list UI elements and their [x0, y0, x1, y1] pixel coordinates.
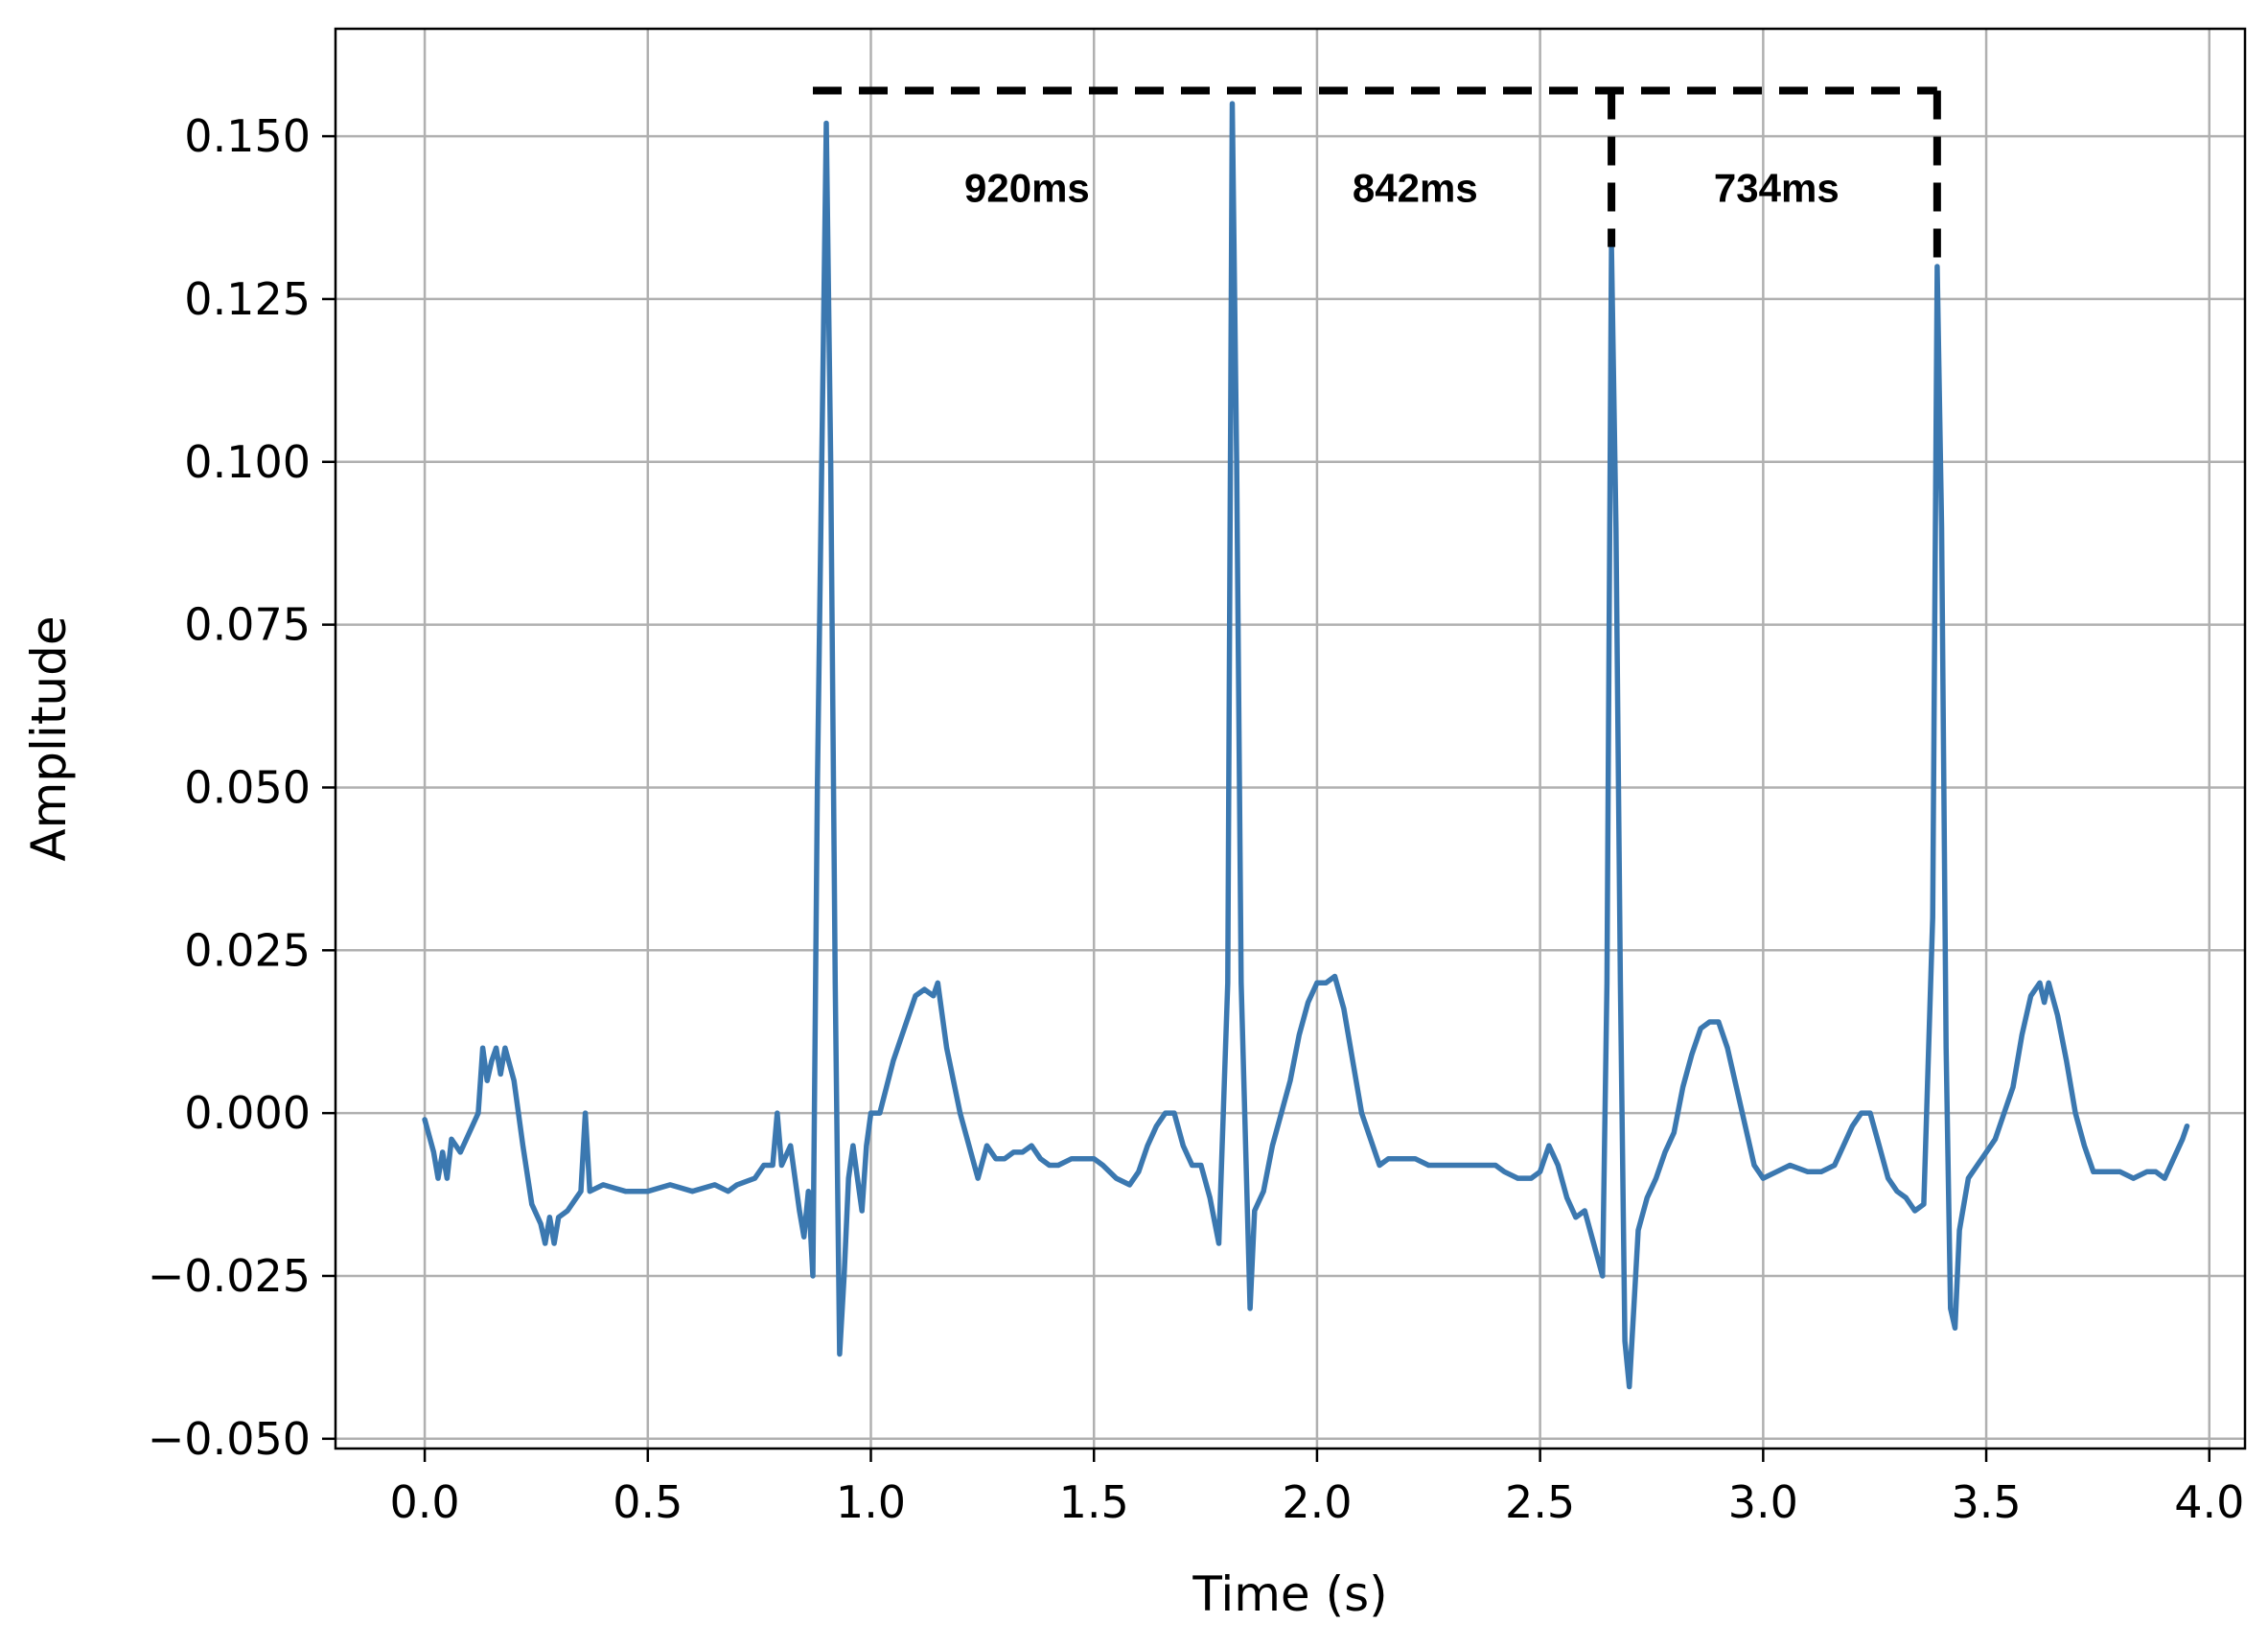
x-tick-label: 2.5 — [1505, 1476, 1575, 1528]
y-tick-label: 0.025 — [184, 924, 311, 976]
series-group — [422, 101, 2190, 1390]
grid — [336, 29, 2245, 1449]
y-tick-label: 0.150 — [184, 110, 311, 162]
x-tick-label: 0.5 — [613, 1476, 683, 1528]
ticks: 0.0 0.5 1.0 1.5 2.0 2.5 3.0 3.5 4.0 −0.050 −0.025 0… — [148, 110, 2245, 1528]
plot-border — [334, 27, 2247, 1450]
y-tick-label: 0.075 — [184, 599, 311, 651]
x-tick-label: 1.5 — [1059, 1476, 1129, 1528]
x-tick-label: 4.0 — [2174, 1476, 2244, 1528]
y-tick-label: 0.125 — [184, 273, 311, 325]
interval-annotations: 920ms 842ms 734ms — [964, 165, 1840, 210]
x-tick-label: 2.0 — [1282, 1476, 1352, 1528]
x-tick-label: 0.0 — [390, 1476, 460, 1528]
y-tick-label: −0.025 — [148, 1250, 311, 1302]
interval-label: 842ms — [1353, 165, 1478, 210]
y-axis-title: Amplitude — [21, 615, 77, 861]
y-tick-label: −0.050 — [148, 1413, 311, 1465]
interval-brackets — [813, 86, 1941, 267]
x-tick-label: 1.0 — [836, 1476, 906, 1528]
plot-frame — [334, 27, 2247, 1450]
x-tick-label: 3.0 — [1728, 1476, 1798, 1528]
ecg-series-line — [422, 101, 2190, 1390]
x-axis-title: Time (s) — [1192, 1566, 1387, 1622]
y-tick-label: 0.050 — [184, 761, 311, 813]
interval-label: 734ms — [1714, 165, 1840, 210]
interval-label: 920ms — [964, 165, 1090, 210]
y-tick-label: 0.000 — [184, 1087, 311, 1139]
y-tick-label: 0.100 — [184, 436, 311, 488]
x-tick-label: 3.5 — [1951, 1476, 2021, 1528]
